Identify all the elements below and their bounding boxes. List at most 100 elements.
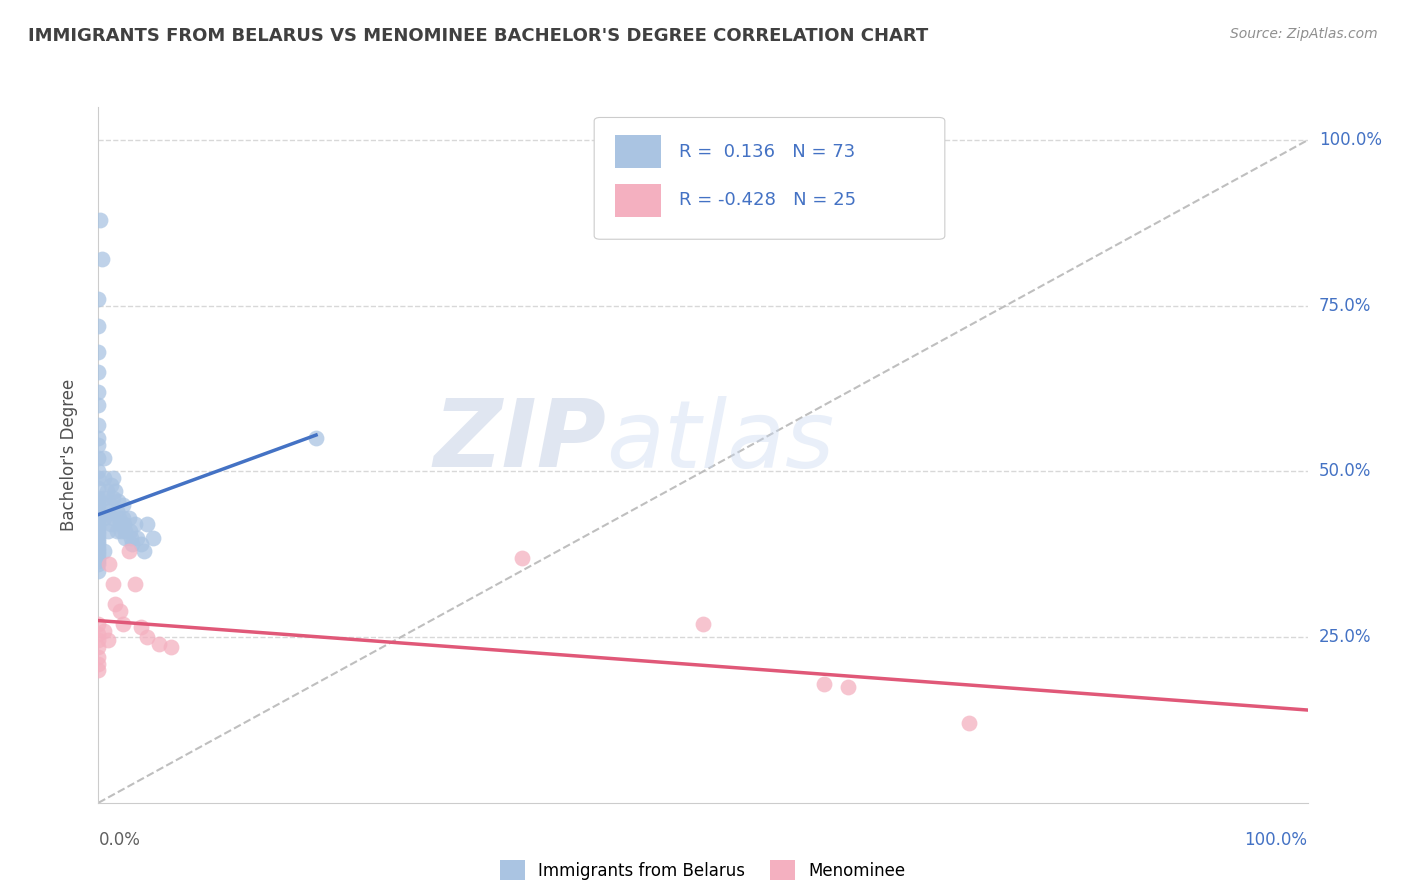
Point (957, 716, 980, 731)
Point (93, 544, 115, 558)
Bar (614, 184, 661, 217)
FancyBboxPatch shape (595, 118, 945, 239)
Point (110, 524, 132, 538)
Text: 75.0%: 75.0% (1319, 297, 1371, 315)
Point (93, 511, 115, 525)
Point (87, 534, 110, 549)
Text: 100.0%: 100.0% (1319, 131, 1382, 149)
Point (114, 524, 136, 538)
Point (108, 517, 131, 532)
Point (142, 531, 165, 545)
Point (87, 318, 110, 333)
Point (100, 477, 122, 491)
Point (87, 633, 110, 648)
Point (87, 365, 110, 379)
Point (105, 524, 128, 538)
Point (104, 484, 127, 499)
Point (87, 494, 110, 508)
Point (105, 504, 128, 518)
Text: atlas: atlas (606, 395, 835, 486)
Point (87, 558, 110, 572)
Point (112, 517, 135, 532)
Point (118, 544, 141, 558)
Point (87, 511, 110, 525)
Point (87, 554, 110, 568)
Point (87, 514, 110, 528)
Point (87, 418, 110, 433)
Point (108, 511, 131, 525)
Text: IMMIGRANTS FROM BELARUS VS MENOMINEE BACHELOR'S DEGREE CORRELATION CHART: IMMIGRANTS FROM BELARUS VS MENOMINEE BAC… (28, 27, 928, 45)
Point (97, 504, 120, 518)
Text: 0.0%: 0.0% (98, 830, 141, 848)
Point (93, 451, 115, 466)
Point (100, 498, 122, 512)
Point (87, 531, 110, 545)
Point (87, 465, 110, 479)
Point (87, 517, 110, 532)
Point (87, 504, 110, 518)
Point (87, 547, 110, 561)
Point (510, 550, 533, 565)
Point (837, 680, 859, 694)
Point (813, 676, 835, 690)
Point (87, 481, 110, 495)
Text: 100.0%: 100.0% (1244, 830, 1308, 848)
Text: Source: ZipAtlas.com: Source: ZipAtlas.com (1230, 27, 1378, 41)
Point (114, 531, 136, 545)
Point (87, 550, 110, 565)
Point (692, 616, 714, 631)
Point (111, 498, 134, 512)
Point (148, 637, 170, 651)
Point (135, 630, 157, 644)
Point (100, 517, 122, 532)
Point (129, 537, 152, 551)
Point (87, 663, 110, 677)
Point (120, 531, 142, 545)
Point (101, 577, 124, 591)
Point (124, 577, 146, 591)
Text: 25.0%: 25.0% (1319, 628, 1371, 646)
Point (160, 640, 183, 654)
Point (87, 544, 110, 558)
Point (87, 541, 110, 555)
Point (87, 451, 110, 466)
Text: R = -0.428   N = 25: R = -0.428 N = 25 (679, 191, 856, 210)
Point (101, 471, 124, 485)
Point (87, 384, 110, 399)
Point (107, 494, 129, 508)
Point (305, 431, 328, 445)
Y-axis label: Bachelor's Degree: Bachelor's Degree (59, 379, 77, 531)
Point (97, 524, 120, 538)
Bar (614, 135, 661, 169)
Point (93, 491, 115, 505)
Point (87, 657, 110, 671)
Point (111, 616, 134, 631)
Point (129, 620, 152, 634)
Point (87, 627, 110, 641)
Point (98, 558, 121, 572)
Point (87, 524, 110, 538)
Point (87, 616, 110, 631)
Point (87, 471, 110, 485)
Point (118, 511, 141, 525)
Point (118, 524, 141, 538)
Point (87, 345, 110, 359)
Point (96, 484, 118, 499)
Text: R =  0.136   N = 73: R = 0.136 N = 73 (679, 143, 855, 161)
Point (108, 604, 131, 618)
Point (91, 252, 114, 267)
Point (87, 564, 110, 578)
Text: ZIP: ZIP (433, 395, 606, 487)
Point (87, 398, 110, 412)
Legend: Immigrants from Belarus, Menominee: Immigrants from Belarus, Menominee (501, 860, 905, 880)
Point (87, 498, 110, 512)
Point (87, 508, 110, 522)
Point (93, 471, 115, 485)
Point (87, 438, 110, 452)
Point (121, 537, 143, 551)
Point (124, 517, 146, 532)
Point (93, 624, 115, 638)
Point (87, 640, 110, 654)
Point (87, 537, 110, 551)
Point (87, 431, 110, 445)
